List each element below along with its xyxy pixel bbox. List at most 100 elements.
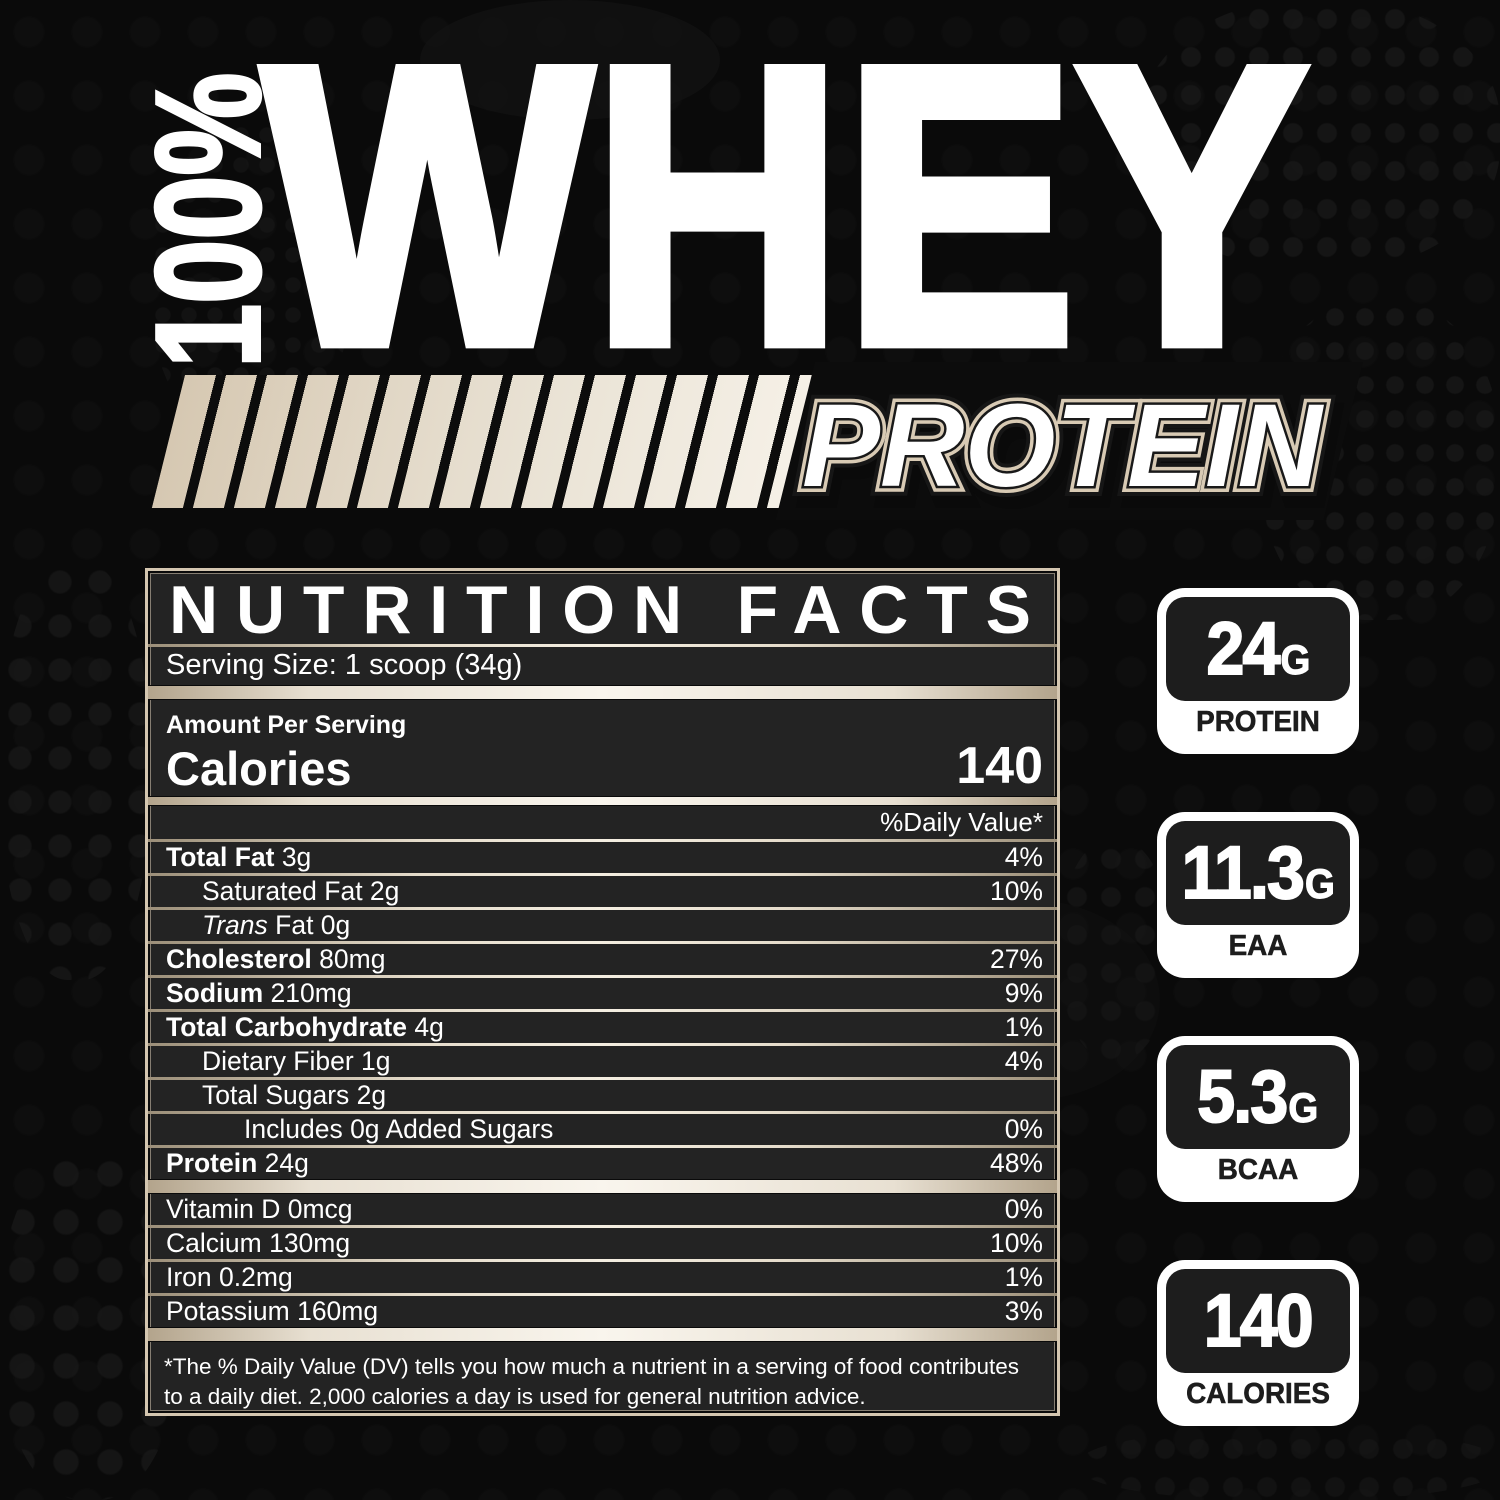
separator xyxy=(148,643,1057,647)
nutrient-daily-value: 1% xyxy=(1004,1261,1043,1292)
footnote: *The % Daily Value (DV) tells you how mu… xyxy=(148,1342,1057,1413)
nutrition-row: Saturated Fat 2g 10% xyxy=(148,876,1057,907)
stat-badge-value-box: 11.3 G xyxy=(1166,821,1350,925)
percent-100-vertical-text: 100% xyxy=(124,71,293,370)
nutrient-name: Calcium 130mg xyxy=(166,1227,351,1258)
stat-badge-value-box: 24 G xyxy=(1166,597,1350,701)
stat-badge: 5.3 G BCAA xyxy=(1157,1036,1359,1202)
nutrition-row: Iron 0.2mg 1% xyxy=(148,1262,1057,1293)
nutrient-name: Sodium 210mg xyxy=(166,977,352,1008)
nutrition-row: Includes 0g Added Sugars 0% xyxy=(148,1114,1057,1145)
separator xyxy=(148,1076,1057,1080)
separator xyxy=(148,1110,1057,1114)
bg-dot-cluster xyxy=(1080,1430,1500,1500)
nutrition-row: Trans Fat 0g xyxy=(148,910,1057,941)
protein-shadow-layer: PROTEIN xyxy=(808,390,1331,522)
nutrient-name: Potassium 160mg xyxy=(166,1295,379,1326)
thick-bar xyxy=(148,1326,1057,1342)
stat-badge-label: EAA xyxy=(1228,930,1288,963)
separator xyxy=(148,1008,1057,1012)
stat-badge-value: 5.3 xyxy=(1197,1055,1290,1138)
nutrient-name: Protein 24g xyxy=(166,1147,309,1178)
nutrient-daily-value: 0% xyxy=(1004,1113,1043,1144)
protein-fill-text: PROTEIN xyxy=(802,380,1325,512)
amount-per-serving-text: Amount Per Serving xyxy=(166,711,407,740)
stat-badge-unit: G xyxy=(1288,1084,1319,1131)
whey-wordmark: WHEY xyxy=(258,46,1314,364)
nutrition-facts-title-text: NUTRITION FACTS xyxy=(169,572,1031,643)
nutrient-daily-value: 48% xyxy=(989,1147,1043,1178)
nutrition-row: Protein 24g 48% xyxy=(148,1148,1057,1179)
nutrition-row: Sodium 210mg 9% xyxy=(148,978,1057,1009)
separator xyxy=(148,1042,1057,1046)
nutrition-row: Total Fat 3g 4% xyxy=(148,842,1057,873)
stat-badge-value: 140 xyxy=(1203,1279,1315,1362)
bg-dot-cluster xyxy=(0,560,150,980)
nutrient-name: Iron 0.2mg xyxy=(166,1261,293,1292)
separator xyxy=(148,906,1057,910)
bg-dot-cluster xyxy=(1060,840,1170,1060)
whey-title-text: WHEY xyxy=(263,46,1308,364)
stat-badge: 140 CALORIES xyxy=(1157,1260,1359,1426)
stat-badge-label: CALORIES xyxy=(1186,1378,1330,1411)
nutrient-name: Includes 0g Added Sugars xyxy=(244,1113,554,1144)
bg-dot-cluster xyxy=(1140,0,1500,270)
protein-outline-dark: PROTEIN xyxy=(802,380,1325,512)
nutrient-rows: Total Fat 3g 4% Saturated Fat 2g 10% Tra… xyxy=(148,842,1057,1342)
medium-bar xyxy=(148,796,1057,807)
amount-per-serving: Amount Per Serving xyxy=(148,700,1057,740)
nutrition-row: Total Carbohydrate 4g 1% xyxy=(148,1012,1057,1043)
separator xyxy=(148,940,1057,944)
nutrition-facts-panel: NUTRITION FACTS Serving Size: 1 scoop (3… xyxy=(145,568,1060,1416)
nutrient-daily-value: 3% xyxy=(1004,1295,1043,1326)
thick-bar xyxy=(148,1178,1057,1194)
nutrient-name: Total Fat 3g xyxy=(166,841,312,872)
nutrient-daily-value: 10% xyxy=(989,1227,1043,1258)
calories-value: 140 xyxy=(956,737,1043,796)
stat-badge: 24 G PROTEIN xyxy=(1157,588,1359,754)
daily-value-header-text: %Daily Value* xyxy=(880,806,1043,837)
protein-outline-inner: PROTEIN xyxy=(802,380,1325,512)
nutrient-name: Vitamin D 0mcg xyxy=(166,1193,353,1224)
nutrient-daily-value: 1% xyxy=(1004,1011,1043,1042)
nutrient-name: Trans Fat 0g xyxy=(202,909,351,940)
nutrient-name: Cholesterol 80mg xyxy=(166,943,386,974)
nutrient-daily-value: 4% xyxy=(1004,841,1043,872)
nutrient-daily-value: 9% xyxy=(1004,977,1043,1008)
nutrient-daily-value: 10% xyxy=(989,875,1043,906)
stat-badge-value: 11.3 xyxy=(1180,831,1305,914)
nutrition-facts-title: NUTRITION FACTS xyxy=(148,571,1057,644)
separator xyxy=(148,1292,1057,1296)
separator xyxy=(148,1144,1057,1148)
nutrition-row: Calcium 130mg 10% xyxy=(148,1228,1057,1259)
stat-badge-value-box: 5.3 G xyxy=(1166,1045,1350,1149)
nutrient-name: Saturated Fat 2g xyxy=(202,875,400,906)
calories-label: Calories xyxy=(166,742,352,796)
nutrient-daily-value: 0% xyxy=(1004,1193,1043,1224)
stat-badge-label: BCAA xyxy=(1217,1154,1299,1187)
stat-badge-value-box: 140 xyxy=(1166,1269,1350,1373)
serving-size-text: Serving Size: 1 scoop (34g) xyxy=(166,649,523,682)
nutrition-row: Cholesterol 80mg 27% xyxy=(148,944,1057,975)
daily-value-header-row: %Daily Value* xyxy=(148,806,1057,839)
separator xyxy=(148,838,1057,842)
separator xyxy=(148,1224,1057,1228)
nutrient-daily-value: 27% xyxy=(989,943,1043,974)
nutrition-row: Vitamin D 0mcg 0% xyxy=(148,1194,1057,1225)
stat-badge: 11.3 G EAA xyxy=(1157,812,1359,978)
calories-row: Calories 140 xyxy=(148,740,1057,796)
footnote-text: *The % Daily Value (DV) tells you how mu… xyxy=(164,1353,1019,1410)
stat-badge-unit: G xyxy=(1279,636,1310,683)
nutrition-row: Total Sugars 2g xyxy=(148,1080,1057,1111)
bg-blob xyxy=(420,0,720,120)
protein-outline-tan: PROTEIN xyxy=(802,380,1325,512)
nutrient-name: Dietary Fiber 1g xyxy=(202,1045,391,1076)
protein-wordmark: PROTEIN PROTEIN PROTEIN PROTEIN PROTEIN xyxy=(792,370,1343,523)
serving-size-row: Serving Size: 1 scoop (34g) xyxy=(148,647,1057,685)
stat-badge-unit: G xyxy=(1304,860,1335,907)
separator xyxy=(148,872,1057,876)
nutrient-daily-value: 4% xyxy=(1004,1045,1043,1076)
nutrient-name: Total Carbohydrate 4g xyxy=(166,1011,444,1042)
nutrition-row: Potassium 160mg 3% xyxy=(148,1296,1057,1327)
